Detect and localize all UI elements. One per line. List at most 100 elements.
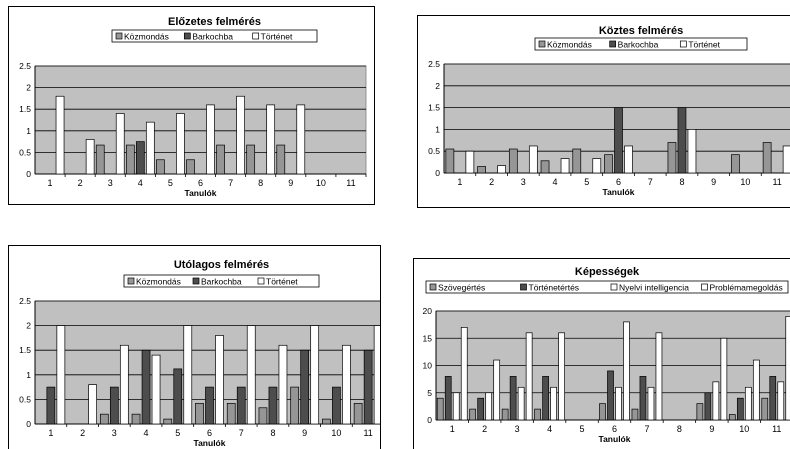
x-tick-label: 10 — [331, 428, 341, 438]
legend-swatch — [701, 283, 708, 291]
bar-1 — [258, 407, 268, 425]
x-tick-label: 6 — [207, 428, 212, 438]
bar-4 — [720, 337, 728, 421]
x-tick-label: 2 — [489, 177, 494, 187]
y-tick-label: 1.5 — [19, 104, 31, 114]
x-tick-label: 7 — [228, 178, 233, 188]
y-tick-label: 1.5 — [19, 345, 31, 355]
bar-1 — [667, 142, 677, 174]
bar-3 — [592, 158, 602, 174]
x-tick-label: 4 — [144, 428, 149, 438]
bar-3 — [744, 386, 752, 421]
bar-4 — [525, 332, 533, 421]
bar-3 — [176, 113, 185, 175]
bar-4 — [460, 326, 468, 421]
legend-label: Közmondás — [136, 277, 181, 287]
bar-2 — [639, 376, 647, 421]
bar-1 — [226, 402, 236, 425]
x-tick-label: 6 — [612, 424, 617, 434]
y-tick-label: 5 — [427, 388, 432, 398]
chart-title: Utólagos felmérés — [174, 259, 269, 271]
bar-1 — [156, 159, 165, 175]
chart-svg: Utólagos felmérés Közmondás Barkochba Törté… — [19, 259, 380, 448]
x-tick-label: 5 — [584, 177, 589, 187]
bar-1 — [599, 403, 606, 421]
y-tick-label: 0 — [427, 415, 432, 425]
bar-3 — [55, 95, 65, 175]
y-tick-label: 1.5 — [428, 103, 440, 113]
x-tick-label: 9 — [711, 177, 716, 187]
bar-3 — [151, 354, 161, 425]
bar-2 — [477, 397, 485, 421]
legend-swatch — [257, 277, 265, 285]
legend-box — [111, 29, 318, 43]
bar-3 — [452, 392, 460, 421]
x-tick-label: 1 — [450, 424, 455, 434]
bar-1 — [534, 408, 541, 421]
x-tick-label: 11 — [346, 178, 355, 188]
bar-1 — [604, 154, 613, 174]
plot-area — [34, 65, 367, 175]
bar-3 — [615, 386, 622, 421]
bar-3 — [266, 104, 276, 175]
bar-1 — [508, 148, 518, 174]
bar-1 — [125, 144, 135, 175]
x-tick-label: 7 — [648, 177, 653, 187]
x-tick-label: 8 — [677, 424, 682, 434]
bar-3 — [517, 386, 525, 421]
legend-swatch — [183, 32, 191, 40]
bar-2 — [173, 368, 183, 425]
x-tick-label: 10 — [740, 177, 750, 187]
x-tick-label: 3 — [112, 428, 117, 438]
bar-1 — [696, 403, 704, 421]
bar-3 — [712, 381, 720, 421]
bar-1 — [195, 402, 204, 425]
y-tick-label: 0.5 — [19, 147, 31, 157]
bar-3 — [296, 104, 306, 175]
legend-label: Szövegértés — [438, 283, 485, 293]
x-tick-label: 3 — [515, 424, 520, 434]
bar-1 — [631, 408, 639, 421]
bar-1 — [99, 413, 109, 425]
x-tick-label: 6 — [616, 177, 621, 187]
bar-1 — [186, 159, 195, 175]
bar-2 — [607, 370, 614, 421]
y-tick-label: 1 — [26, 370, 31, 380]
bar-1 — [501, 408, 509, 421]
bar-1 — [290, 386, 300, 425]
bar-1 — [540, 160, 550, 174]
bar-3 — [206, 104, 215, 175]
y-tick-label: 20 — [423, 306, 433, 316]
x-tick-label: 11 — [772, 177, 781, 187]
bar-2 — [268, 386, 278, 425]
chart-elozetes-felmeres: Előzetes felmérés Közmondás Barkochba Törté… — [8, 6, 375, 205]
legend-swatch — [610, 283, 618, 291]
y-tick-label: 2.5 — [19, 61, 31, 71]
x-axis-title: Tanulók — [194, 438, 226, 448]
bar-2 — [46, 386, 56, 425]
x-tick-label: 9 — [709, 424, 714, 434]
y-tick-label: 2 — [26, 321, 31, 331]
bar-3 — [236, 95, 245, 175]
y-tick-label: 2.5 — [19, 296, 31, 306]
legend-label: Barkochba — [201, 277, 242, 287]
chart-svg: Előzetes felmérés Közmondás Barkochba Törté… — [19, 16, 367, 198]
x-axis-title: Tanulók — [599, 434, 631, 444]
bar-3 — [310, 325, 320, 425]
legend-label: Közmondás — [547, 40, 592, 50]
legend-swatch — [429, 283, 437, 291]
legend-box — [534, 37, 748, 51]
x-tick-label: 7 — [644, 424, 649, 434]
chart-title: Képességek — [575, 266, 640, 278]
bar-2 — [736, 397, 744, 421]
bar-3 — [215, 335, 224, 425]
bar-3 — [183, 325, 193, 425]
bar-1 — [95, 144, 105, 175]
legend-swatch — [520, 283, 527, 291]
legend-label: Történet — [266, 277, 298, 287]
bar-2 — [614, 107, 623, 174]
x-tick-label: 3 — [108, 178, 113, 188]
y-tick-label: 2 — [26, 83, 31, 93]
bar-2 — [141, 349, 151, 425]
x-tick-label: 7 — [239, 428, 244, 438]
